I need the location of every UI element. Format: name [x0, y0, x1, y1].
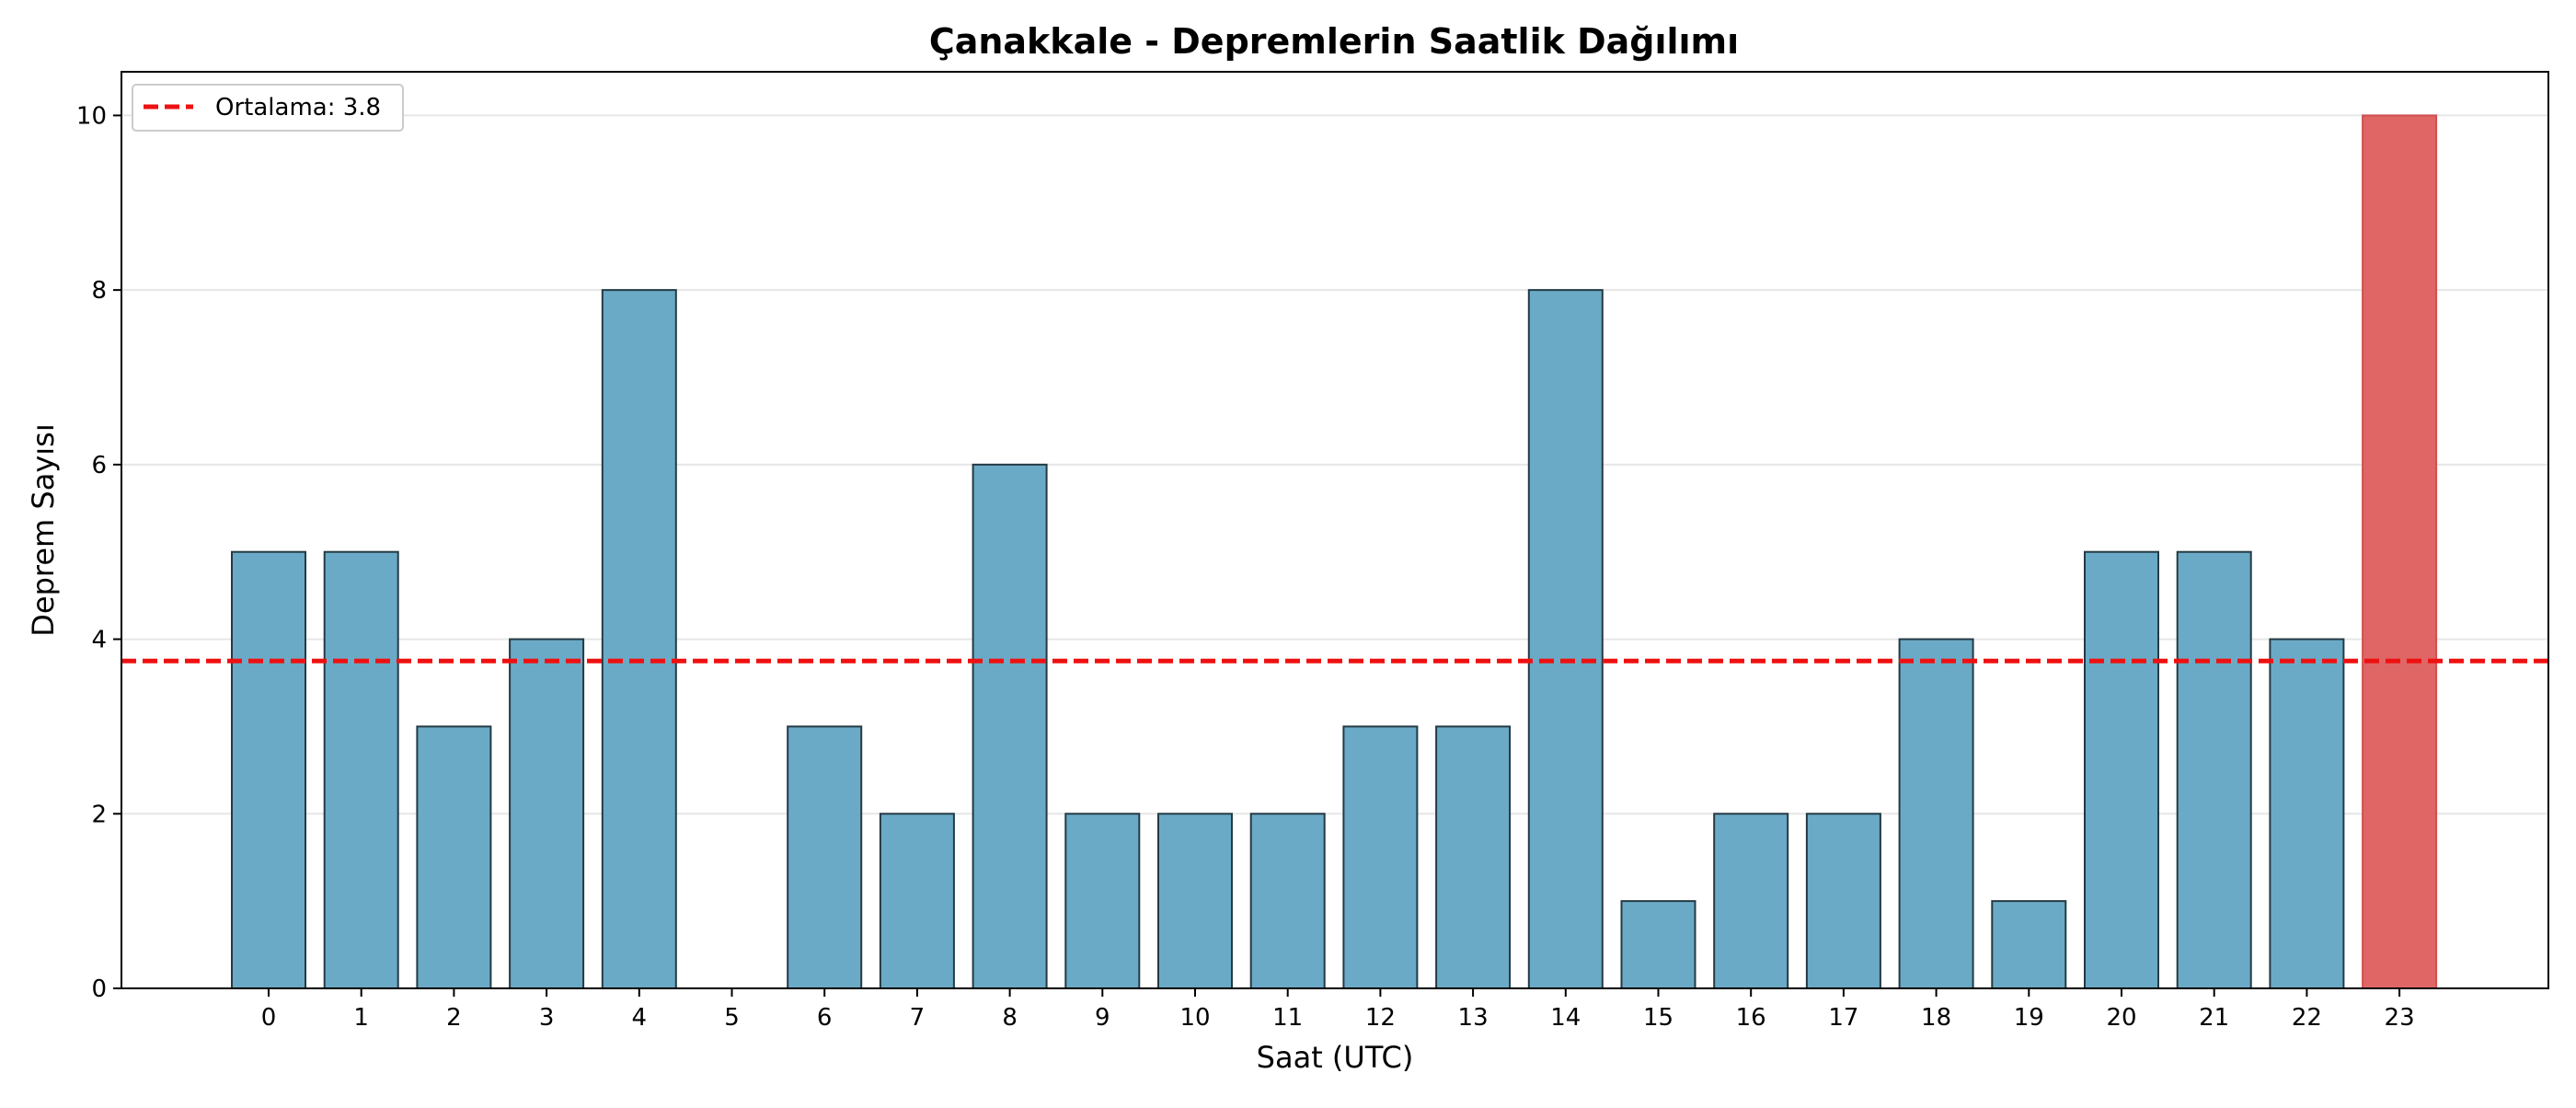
- x-tick-label: 0: [261, 1004, 277, 1032]
- bars: [231, 114, 2438, 990]
- bar-8: [972, 463, 1048, 990]
- bar-10: [1157, 813, 1233, 989]
- x-tick-label: 4: [632, 1004, 648, 1032]
- bar-19: [1991, 900, 2067, 990]
- y-tick-label: 10: [76, 102, 107, 130]
- y-axis-label: Deprem Sayısı: [26, 423, 61, 636]
- x-tick-label: 14: [1550, 1004, 1581, 1032]
- x-tick-label: 5: [724, 1004, 740, 1032]
- x-axis-ticks: 0 1 2 3 4 5 6 7 8 9 10 11 12 13 14 15 16 17 18 19 20 21 22 23: [261, 988, 2415, 1032]
- x-tick-label: 21: [2199, 1004, 2229, 1032]
- bar-2: [416, 725, 492, 990]
- x-tick-label: 7: [910, 1004, 926, 1032]
- x-axis-label: Saat (UTC): [1257, 1040, 1414, 1075]
- x-tick-label: 19: [2014, 1004, 2044, 1032]
- x-tick-label: 3: [539, 1004, 555, 1032]
- bar-1: [323, 550, 399, 989]
- x-tick-label: 13: [1458, 1004, 1489, 1032]
- y-axis-ticks: 0 2 4 6 8 10: [76, 102, 121, 1003]
- x-tick-label: 18: [1921, 1004, 1951, 1032]
- bar-4: [601, 289, 677, 989]
- bar-13: [1435, 725, 1512, 990]
- bar-14: [1527, 289, 1604, 989]
- x-tick-label: 9: [1095, 1004, 1110, 1032]
- bar-22: [2269, 638, 2345, 989]
- bar-12: [1342, 725, 1419, 990]
- x-tick-label: 23: [2385, 1004, 2415, 1032]
- bar-15: [1620, 900, 1696, 990]
- bar-18: [1898, 638, 1974, 989]
- plot-frame: [121, 71, 2549, 989]
- bar-16: [1713, 813, 1789, 989]
- x-tick-label: 17: [1828, 1004, 1858, 1032]
- x-tick-label: 11: [1272, 1004, 1303, 1032]
- y-tick-label: 8: [91, 277, 107, 305]
- x-tick-label: 22: [2292, 1004, 2322, 1032]
- y-tick-label: 4: [91, 627, 107, 654]
- bar-7: [879, 813, 955, 989]
- bar-17: [1805, 813, 1881, 989]
- bar-23: [2362, 114, 2438, 989]
- y-tick-label: 6: [91, 452, 107, 479]
- x-tick-label: 12: [1365, 1004, 1396, 1032]
- legend-mean-label: Ortalama: 3.8: [215, 94, 381, 121]
- bar-9: [1064, 813, 1141, 989]
- x-tick-label: 2: [446, 1004, 462, 1032]
- x-tick-label: 20: [2106, 1004, 2136, 1032]
- x-tick-label: 1: [353, 1004, 369, 1032]
- bar-6: [787, 725, 863, 990]
- bar-0: [231, 550, 306, 989]
- x-tick-label: 16: [1736, 1004, 1766, 1032]
- x-tick-label: 15: [1643, 1004, 1673, 1032]
- legend-box: [132, 84, 404, 132]
- chart-title: Çanakkale - Depremlerin Saatlik Dağılımı: [929, 21, 1739, 62]
- bar-11: [1249, 813, 1326, 989]
- legend: Ortalama: 3.8: [132, 84, 404, 132]
- bar-3: [509, 638, 585, 989]
- bar-20: [2084, 550, 2159, 989]
- x-tick-label: 8: [1002, 1004, 1018, 1032]
- y-tick-label: 0: [91, 975, 107, 1003]
- x-tick-label: 10: [1179, 1004, 1210, 1032]
- x-tick-label: 6: [817, 1004, 833, 1032]
- y-tick-label: 2: [91, 801, 107, 828]
- bar-21: [2176, 550, 2252, 989]
